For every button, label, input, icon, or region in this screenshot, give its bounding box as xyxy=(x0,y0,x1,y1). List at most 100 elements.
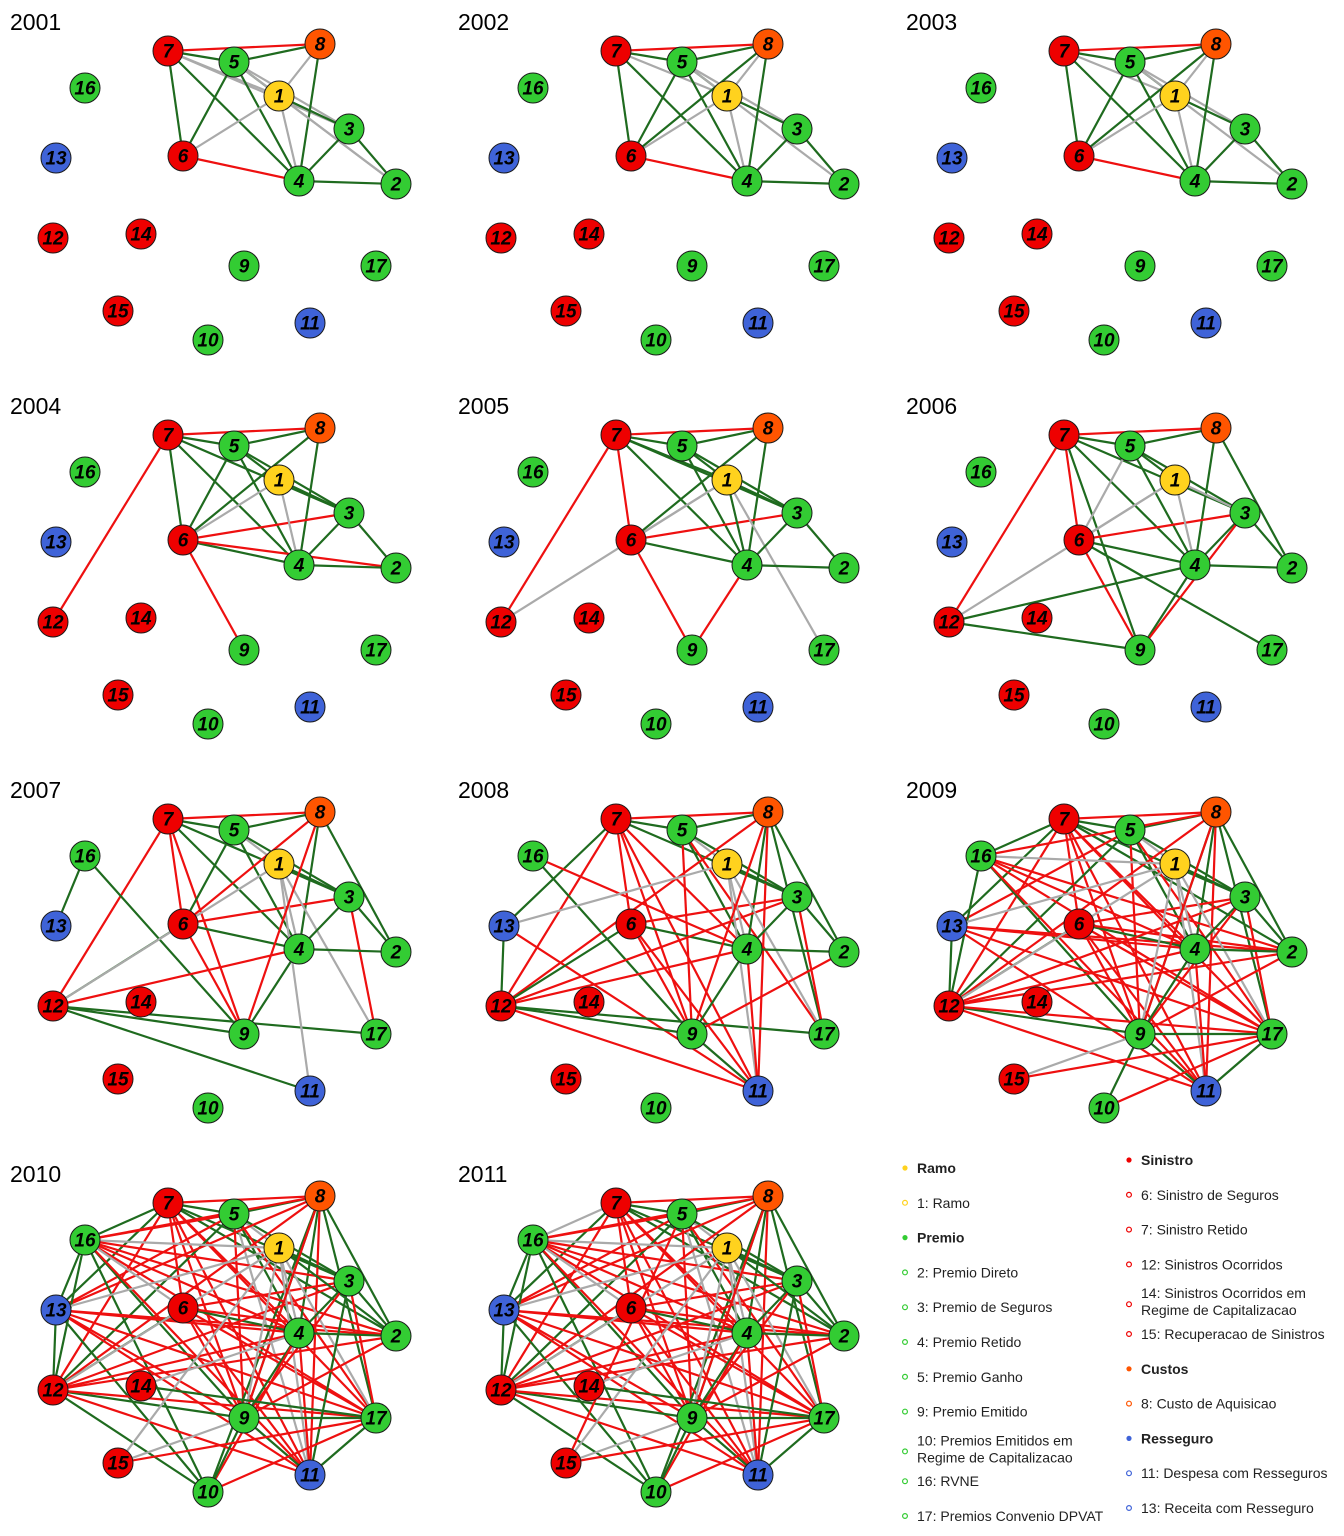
node-label: 6 xyxy=(1074,915,1085,936)
node-label: 6 xyxy=(626,915,637,936)
node-circle xyxy=(731,165,763,197)
node-15: 15 xyxy=(998,679,1030,711)
edge-7-6 xyxy=(1062,50,1081,157)
edge-13-1 xyxy=(55,1246,280,1312)
node-4: 4 xyxy=(731,165,763,197)
edge-8-17 xyxy=(766,811,826,1035)
edge-6-4 xyxy=(182,154,300,183)
node-circle xyxy=(711,848,743,880)
node-circle xyxy=(615,524,647,556)
node-8: 8 xyxy=(304,796,336,828)
node-circle xyxy=(333,113,365,145)
legend-marker xyxy=(901,1199,908,1206)
node-label: 12 xyxy=(42,1381,64,1402)
edge-12-1 xyxy=(948,863,1176,1007)
node-circle xyxy=(781,1265,813,1297)
legend-item: 5: Premio Ganho xyxy=(901,1369,1023,1385)
node-label: 13 xyxy=(493,533,515,554)
edge-7-4 xyxy=(167,50,300,182)
edge-6-9 xyxy=(182,539,245,651)
node-8: 8 xyxy=(752,28,784,60)
legend-item: 12: Sinistros Ocorridos xyxy=(1125,1256,1283,1272)
legend-text: 10: Premios Emitidos em xyxy=(917,1432,1073,1448)
node-label: 2 xyxy=(838,943,850,964)
edge-12-11 xyxy=(52,1004,311,1093)
edge-8-4 xyxy=(297,43,322,182)
edge-7-8 xyxy=(1063,42,1217,53)
node-3: 3 xyxy=(781,113,813,145)
edge-9-3 xyxy=(1139,512,1246,651)
edge-16-17 xyxy=(980,855,1273,1035)
edge-12-11 xyxy=(500,1004,759,1093)
node-label: 13 xyxy=(45,1301,67,1322)
edge-4-2 xyxy=(298,947,397,954)
node-4: 4 xyxy=(283,933,315,965)
node-circle xyxy=(1276,552,1308,584)
node-11: 11 xyxy=(1190,307,1222,339)
edge-12-1 xyxy=(52,1247,280,1391)
edges xyxy=(499,1194,845,1494)
node-label: 16 xyxy=(74,463,96,484)
node-label: 15 xyxy=(1003,1070,1025,1091)
node-3: 3 xyxy=(781,497,813,529)
edge-12-1 xyxy=(948,479,1176,623)
node-2: 2 xyxy=(828,1320,860,1352)
node-circle xyxy=(1021,986,1053,1018)
node-circle xyxy=(1114,46,1146,78)
node-label: 1 xyxy=(1170,471,1181,492)
node-circle xyxy=(167,524,199,556)
node-3: 3 xyxy=(333,113,365,145)
node-6: 6 xyxy=(167,140,199,172)
node-13: 13 xyxy=(936,910,968,942)
legend: Ramo 1: Ramo Premio 2: Premio Direto 3: Prem… xyxy=(901,1152,1328,1524)
edge-6-3 xyxy=(1078,895,1246,926)
edge-3-17 xyxy=(347,1280,378,1419)
node-circle xyxy=(828,168,860,200)
edge-7-3 xyxy=(167,433,350,515)
node-17: 17 xyxy=(360,250,392,282)
node-label: 15 xyxy=(555,1070,577,1091)
edge-6-9 xyxy=(1078,539,1141,651)
node-6: 6 xyxy=(1063,908,1095,940)
edge-9-2 xyxy=(1139,951,1293,1035)
node-label: 17 xyxy=(1261,1025,1284,1046)
node-1: 1 xyxy=(1159,80,1191,112)
node-15: 15 xyxy=(550,679,582,711)
node-label: 15 xyxy=(1003,302,1025,323)
node-circle xyxy=(808,1402,840,1434)
node-label: 2 xyxy=(838,1327,850,1348)
node-label: 5 xyxy=(677,821,688,842)
node-7: 7 xyxy=(1048,35,1080,67)
node-2: 2 xyxy=(380,552,412,584)
node-label: 6 xyxy=(626,147,637,168)
edge-16-1 xyxy=(532,1238,728,1250)
node-17: 17 xyxy=(360,1018,392,1050)
node-circle xyxy=(1048,419,1080,451)
node-label: 1 xyxy=(1170,87,1181,108)
node-13: 13 xyxy=(488,526,520,558)
node-label: 11 xyxy=(1196,314,1216,335)
edge-6-9 xyxy=(182,923,245,1035)
legend-column-0: Ramo 1: Ramo Premio 2: Premio Direto 3: Prem… xyxy=(901,1160,1104,1524)
node-circle xyxy=(731,933,763,965)
edge-7-12 xyxy=(52,434,169,623)
edge-4-2 xyxy=(298,179,397,186)
edge-7-1 xyxy=(1063,49,1176,98)
node-circle xyxy=(600,803,632,835)
node-6: 6 xyxy=(615,908,647,940)
node-circle xyxy=(167,908,199,940)
legend-text: 17: Premios Convenio DPVAT xyxy=(917,1508,1104,1524)
node-1: 1 xyxy=(711,1232,743,1264)
node-circle xyxy=(965,72,997,104)
edge-15-1 xyxy=(117,1247,280,1464)
node-circle xyxy=(125,218,157,250)
node-label: 3 xyxy=(792,888,803,909)
node-6: 6 xyxy=(167,524,199,556)
node-circle xyxy=(228,1018,260,1050)
edge-5-4 xyxy=(1129,445,1196,566)
edge-8-2 xyxy=(319,1195,397,1337)
node-label: 1 xyxy=(274,471,285,492)
edge-4-9 xyxy=(691,564,748,651)
